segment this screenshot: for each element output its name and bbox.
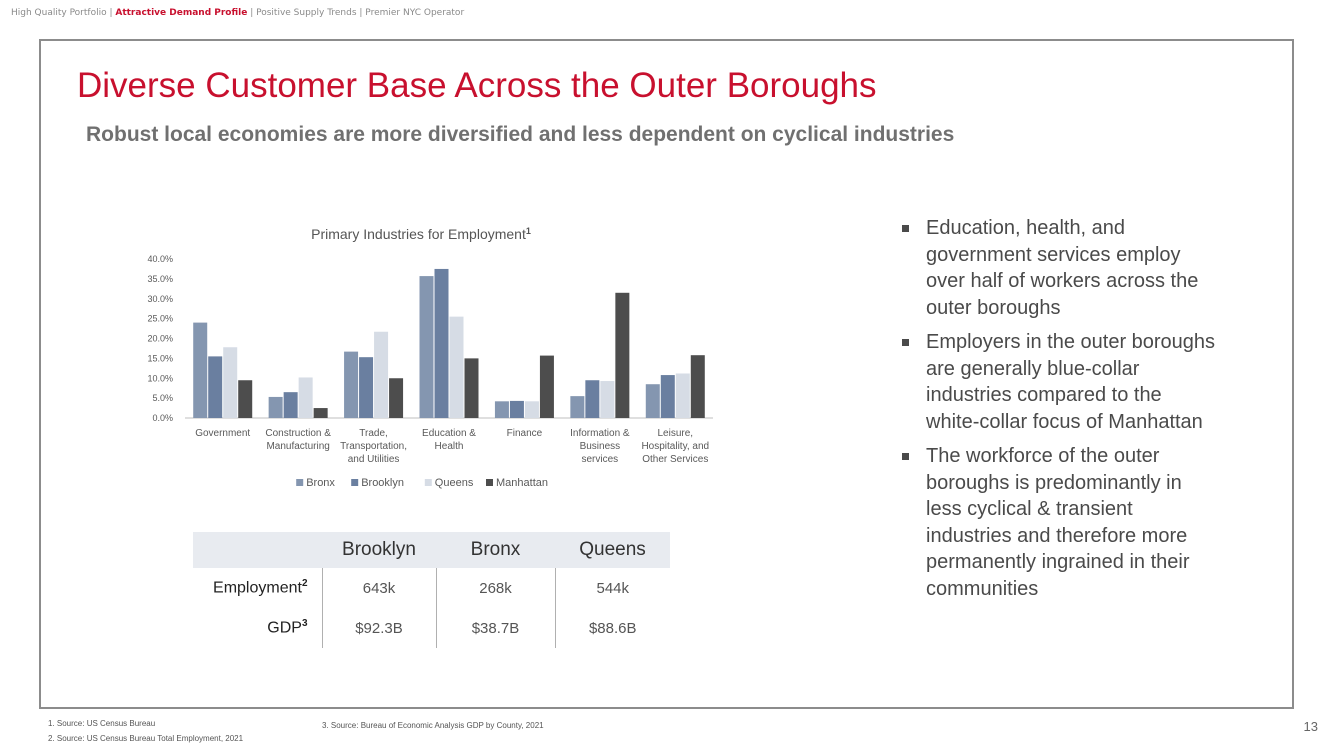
slide-frame xyxy=(39,39,1294,709)
page-number: 13 xyxy=(1303,719,1318,734)
x-tick-label: Information & xyxy=(570,428,630,439)
chart-title: Primary Industries for Employment1 xyxy=(311,226,531,242)
bar-bronx xyxy=(193,322,208,418)
table-corner-cell xyxy=(193,532,322,568)
legend-swatch-brooklyn xyxy=(351,479,359,486)
bar-bronx xyxy=(344,351,359,418)
nav-item-nyc-operator[interactable]: Premier NYC Operator xyxy=(365,8,465,18)
bar-queens xyxy=(298,377,313,418)
bar-manhattan xyxy=(238,380,253,418)
bar-brooklyn xyxy=(359,357,374,418)
list-item: The workforce of the outer boroughs is p… xyxy=(900,443,1220,602)
cell-gdp-bronx: $38.7B xyxy=(435,608,555,648)
bar-manhattan xyxy=(313,408,328,418)
table-row-employment: Employment2 643k 268k 544k xyxy=(193,568,670,608)
x-tick-label: Construction & xyxy=(265,428,331,439)
bar-brooklyn xyxy=(283,392,298,418)
cell-employment-bronx: 268k xyxy=(435,568,555,608)
y-tick-label: 35.0% xyxy=(147,274,173,284)
x-tick-label: Manufacturing xyxy=(266,441,329,452)
column-header-bronx: Bronx xyxy=(436,532,555,568)
bar-manhattan xyxy=(539,355,554,418)
x-tick-label: Hospitality, and xyxy=(641,441,709,452)
bullet-square-icon xyxy=(902,339,909,346)
row-label-employment: Employment2 xyxy=(213,578,308,597)
cell-employment-queens: 544k xyxy=(554,568,670,608)
column-header-brooklyn: Brooklyn xyxy=(322,532,436,568)
legend-swatch-queens xyxy=(424,479,432,486)
key-points-list: Education, health, and government servic… xyxy=(900,215,1220,610)
footnote-1: 1. Source: US Census Bureau xyxy=(48,719,156,728)
bar-manhattan xyxy=(389,378,404,418)
bullet-square-icon xyxy=(902,225,909,232)
page-title: Diverse Customer Base Across the Outer B… xyxy=(77,66,877,105)
employment-bar-chart: Primary Industries for Employment1 0.0% 5.… xyxy=(147,226,713,489)
x-tick-label: Health xyxy=(435,441,464,452)
x-tick-label: and Utilities xyxy=(348,454,400,465)
bar-manhattan xyxy=(690,355,705,418)
bar-queens xyxy=(675,373,690,418)
bar-brooklyn xyxy=(509,400,524,418)
y-tick-label: 10.0% xyxy=(147,373,173,383)
legend-label-brooklyn: Brooklyn xyxy=(361,477,404,489)
nav-item-demand-profile[interactable]: Attractive Demand Profile xyxy=(115,8,248,18)
y-tick-label: 5.0% xyxy=(152,393,173,403)
borough-stats-table: Brooklyn Bronx Queens Employment2 643k 2… xyxy=(193,532,670,648)
cell-employment-brooklyn: 643k xyxy=(321,568,436,608)
bar-bronx xyxy=(645,384,660,418)
row-label-gdp: GDP3 xyxy=(267,618,308,637)
x-tick-label: Trade, xyxy=(359,428,388,439)
bar-brooklyn xyxy=(434,268,449,418)
legend-label-bronx: Bronx xyxy=(306,477,335,489)
table-row-gdp: GDP3 $92.3B $38.7B $88.6B xyxy=(193,608,670,648)
column-header-queens: Queens xyxy=(555,532,670,568)
bar-manhattan xyxy=(615,292,630,418)
footnote-2: 2. Source: US Census Bureau Total Employ… xyxy=(48,734,244,743)
bar-queens xyxy=(374,331,389,418)
x-tick-label: Business xyxy=(580,441,621,452)
x-tick-label: Transportation, xyxy=(340,441,407,452)
nav-item-portfolio[interactable]: High Quality Portfolio xyxy=(11,8,107,18)
legend-label-queens: Queens xyxy=(435,477,474,489)
legend-swatch-manhattan xyxy=(486,479,493,486)
section-nav: High Quality Portfolio | Attractive Dema… xyxy=(11,8,465,18)
bar-queens xyxy=(449,316,464,418)
list-item: Education, health, and government servic… xyxy=(900,215,1220,321)
y-tick-label: 0.0% xyxy=(152,413,173,423)
table-header-row: Brooklyn Bronx Queens xyxy=(193,532,670,568)
bar-brooklyn xyxy=(208,356,223,418)
bar-manhattan xyxy=(464,358,479,418)
legend-swatch-bronx xyxy=(296,479,304,486)
y-tick-label: 20.0% xyxy=(147,334,173,344)
bar-brooklyn xyxy=(585,380,600,418)
list-item: Employers in the outer boroughs are gene… xyxy=(900,329,1220,435)
bullet-square-icon xyxy=(902,453,909,460)
y-tick-label: 15.0% xyxy=(147,353,173,363)
bar-bronx xyxy=(570,396,585,418)
page-subtitle: Robust local economies are more diversif… xyxy=(86,123,955,146)
bar-queens xyxy=(600,381,615,418)
bar-bronx xyxy=(494,401,509,418)
y-tick-label: 30.0% xyxy=(147,294,173,304)
x-tick-label: Finance xyxy=(507,428,543,439)
x-tick-label: Government xyxy=(195,428,250,439)
bar-brooklyn xyxy=(660,375,675,418)
bar-bronx xyxy=(268,396,283,418)
x-tick-label: Leisure, xyxy=(657,428,693,439)
legend-label-manhattan: Manhattan xyxy=(496,477,548,489)
bar-queens xyxy=(223,347,238,418)
footnote-3: 3. Source: Bureau of Economic Analysis G… xyxy=(322,721,544,730)
bar-queens xyxy=(524,401,539,418)
bar-bronx xyxy=(419,276,434,418)
cell-gdp-queens: $88.6B xyxy=(554,608,670,648)
x-tick-label: Education & xyxy=(422,428,476,439)
nav-item-supply-trends[interactable]: Positive Supply Trends xyxy=(256,8,357,18)
x-tick-label: Other Services xyxy=(642,454,708,465)
cell-gdp-brooklyn: $92.3B xyxy=(321,608,436,648)
y-tick-label: 40.0% xyxy=(147,254,173,264)
x-tick-label: services xyxy=(582,454,619,465)
y-tick-label: 25.0% xyxy=(147,314,173,324)
